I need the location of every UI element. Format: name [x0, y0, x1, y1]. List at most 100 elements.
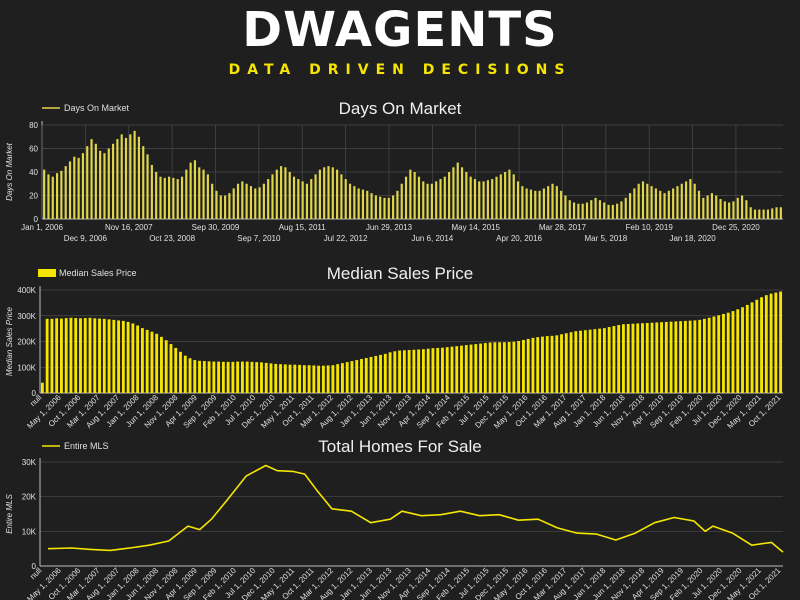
bar: [241, 181, 244, 219]
bar: [404, 176, 408, 219]
bar: [486, 180, 489, 219]
bar: [452, 167, 455, 219]
bar: [579, 330, 583, 393]
bar: [612, 326, 616, 393]
logo-tagline: DATA DRIVEN DECISIONS: [228, 62, 572, 78]
bar: [521, 339, 525, 393]
bar: [245, 183, 248, 219]
bar: [659, 190, 662, 219]
bar: [236, 183, 240, 219]
bar: [43, 169, 46, 219]
bar: [112, 319, 116, 393]
bar: [585, 202, 589, 219]
bar: [407, 349, 411, 393]
bar: [314, 174, 317, 219]
bar: [361, 189, 365, 219]
bar: [159, 176, 162, 219]
bar: [370, 193, 373, 219]
bar: [598, 200, 601, 219]
bar: [269, 363, 273, 393]
x-tick-label: Nov 16, 2007: [105, 223, 153, 232]
bar: [689, 179, 692, 219]
bar: [545, 336, 549, 393]
bar: [180, 176, 184, 219]
bar: [473, 179, 477, 219]
bar: [288, 364, 292, 393]
bar: [121, 320, 125, 393]
bar: [293, 364, 297, 393]
bar: [83, 318, 87, 393]
x-tick-label: Dec 25, 2020: [712, 223, 760, 232]
bar: [426, 348, 430, 393]
legend-swatch: [38, 269, 56, 277]
bar: [150, 164, 153, 219]
bar: [107, 319, 111, 393]
bar: [249, 186, 253, 219]
bar: [698, 319, 702, 393]
bar: [426, 183, 429, 219]
bar: [150, 331, 154, 393]
bar: [69, 317, 73, 393]
series-line-entire-mls: [47, 464, 784, 553]
bar: [202, 361, 206, 393]
bar: [745, 200, 748, 219]
bar: [460, 167, 464, 219]
bar: [340, 174, 343, 219]
bar: [267, 179, 270, 219]
bar: [547, 186, 550, 219]
x-tick-label: Jan 18, 2020: [669, 234, 716, 243]
bar: [341, 363, 344, 393]
bar: [769, 293, 773, 393]
bar: [284, 167, 287, 219]
bar: [224, 195, 227, 219]
bar: [684, 181, 688, 219]
bar: [164, 340, 168, 393]
bar: [464, 345, 468, 393]
bar: [412, 349, 416, 393]
legend-label: Days On Market: [64, 103, 130, 113]
bar: [232, 188, 235, 219]
bar: [387, 197, 390, 219]
bar: [327, 166, 330, 219]
bar: [93, 318, 97, 393]
bar: [402, 350, 406, 393]
bar: [495, 176, 498, 219]
days-on-market-chart: Days On Market Days On Market Days On Mark…: [5, 99, 783, 243]
bar: [355, 360, 359, 393]
bar: [279, 364, 282, 393]
bar: [374, 195, 377, 219]
bar: [680, 183, 683, 219]
bar: [633, 188, 636, 219]
bar: [550, 335, 554, 393]
bar: [508, 169, 511, 219]
bar: [215, 190, 218, 219]
chart-title: Total Homes For Sale: [318, 437, 481, 456]
bar: [683, 320, 687, 393]
bar: [590, 200, 593, 219]
bar: [103, 153, 106, 219]
bar: [564, 333, 568, 393]
bar: [202, 169, 205, 219]
bar: [169, 344, 173, 393]
bar: [189, 162, 192, 219]
bar: [712, 316, 716, 393]
y-tick-label: 300K: [17, 312, 36, 321]
bar: [217, 361, 221, 393]
bar: [488, 342, 492, 393]
bar: [145, 329, 149, 393]
bar: [572, 202, 576, 219]
bar: [383, 353, 387, 393]
bar: [774, 292, 778, 393]
bar: [219, 195, 222, 219]
bar: [717, 315, 721, 393]
x-tick-label: Mar 28, 2017: [539, 223, 587, 232]
bar: [560, 190, 563, 219]
bar: [64, 318, 68, 393]
bar: [193, 360, 197, 393]
bar: [413, 172, 416, 219]
bar: [474, 344, 478, 393]
bar: [534, 190, 537, 219]
bar: [60, 170, 63, 219]
y-tick-label: 30K: [22, 458, 37, 467]
bar: [360, 359, 363, 393]
